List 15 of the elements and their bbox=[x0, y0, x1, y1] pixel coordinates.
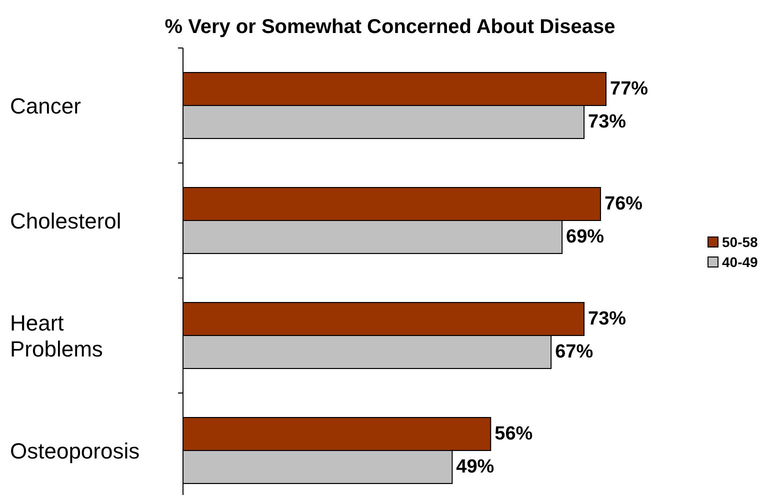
legend-label: 40-49 bbox=[722, 254, 758, 270]
data-label: 73% bbox=[588, 112, 626, 132]
data-label: 69% bbox=[566, 226, 604, 248]
data-label: 77% bbox=[610, 78, 648, 100]
data-label: 76% bbox=[604, 194, 643, 214]
y-tick-label: Heart Problems bbox=[10, 310, 103, 361]
legend-label: 50-58 bbox=[722, 234, 758, 250]
data-label: 73% bbox=[588, 308, 626, 330]
chart-title: % Very or Somewhat Concerned About Disease bbox=[164, 16, 616, 38]
data-label: 49% bbox=[456, 456, 494, 478]
data-label: 56% bbox=[494, 424, 533, 444]
y-tick-label: Osteoporosis bbox=[10, 438, 140, 463]
data-label: 67% bbox=[555, 342, 594, 362]
y-tick-label: Cholesterol bbox=[10, 208, 122, 233]
y-tick-label: Cancer bbox=[10, 93, 81, 118]
